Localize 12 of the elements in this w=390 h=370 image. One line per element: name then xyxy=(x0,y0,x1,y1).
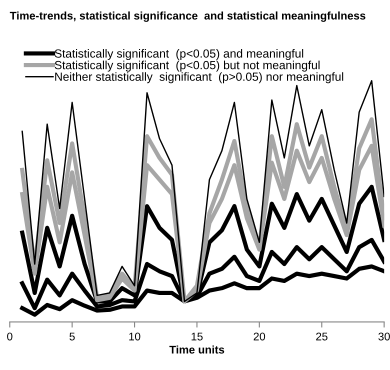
legend-label: Statistically significant (p<0.05) but not meaningful xyxy=(54,60,320,72)
legend-label: Statistically significant (p<0.05) and meaningful xyxy=(54,49,304,60)
x-tick-label: 10 xyxy=(129,332,140,340)
x-tick-label: 20 xyxy=(254,332,266,340)
x-tick-label: 30 xyxy=(378,332,390,340)
legend-label: Neither statistically significant (p>0.05) nor meaningful xyxy=(55,72,344,84)
x-tick-label: 15 xyxy=(192,332,203,340)
chart-title: Time-trends, statistical significance and statistical meaningfulness xyxy=(10,11,366,22)
x-tick-label: 25 xyxy=(316,332,328,340)
x-tick-label: 0 xyxy=(7,332,12,340)
x-axis-title: Time units xyxy=(169,345,224,354)
x-tick-label: 5 xyxy=(70,332,75,340)
